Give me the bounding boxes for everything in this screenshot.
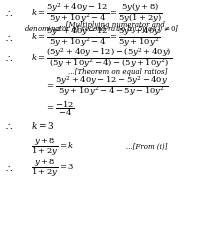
Text: $k = 3$: $k = 3$ xyxy=(31,121,54,131)
Text: $\dfrac{y+8}{1+2y} = 3$: $\dfrac{y+8}{1+2y} = 3$ xyxy=(31,157,74,179)
Text: $\therefore$: $\therefore$ xyxy=(4,163,14,173)
Text: $\therefore$: $\therefore$ xyxy=(4,34,14,43)
Text: $= \dfrac{-12}{-4}$: $= \dfrac{-12}{-4}$ xyxy=(45,99,75,118)
Text: $\therefore$: $\therefore$ xyxy=(4,9,14,18)
Text: ...[Multiplying numerator and: ...[Multiplying numerator and xyxy=(59,21,165,29)
Text: ...[From (i)]: ...[From (i)] xyxy=(126,143,167,151)
Text: $\dfrac{y+8}{1+2y} = k$: $\dfrac{y+8}{1+2y} = k$ xyxy=(31,136,74,158)
Text: $k = \dfrac{5y^2+40y-12}{5y+10y^2-4} = \dfrac{5y(y+8)}{5y(1+2y)}$: $k = \dfrac{5y^2+40y-12}{5y+10y^2-4} = \… xyxy=(31,1,162,26)
Text: $k = \dfrac{5y^2+40y-12}{5y+10y^2-4} = \dfrac{5y^2+40y}{5y+10y^2}$: $k = \dfrac{5y^2+40y-12}{5y+10y^2-4} = \… xyxy=(31,26,160,50)
Text: ...[Theorem on equal ratios]: ...[Theorem on equal ratios] xyxy=(68,68,167,76)
Text: $k = \dfrac{(5y^2+40y-12)-(5y^2+40y)}{(5y+10y^2-4)-(5y+10y^2)}$: $k = \dfrac{(5y^2+40y-12)-(5y^2+40y)}{(5… xyxy=(31,47,172,71)
Text: $\therefore$: $\therefore$ xyxy=(4,121,14,131)
Text: $\therefore$: $\therefore$ xyxy=(4,54,14,63)
Text: $= \dfrac{5y^2+40y-12-5y^2-40y}{5y+10y^2-4-5y-10y^2}$: $= \dfrac{5y^2+40y-12-5y^2-40y}{5y+10y^2… xyxy=(45,75,168,99)
Text: denominator of second ratio by 5y as $y \neq 0$]: denominator of second ratio by 5y as $y … xyxy=(24,23,180,35)
